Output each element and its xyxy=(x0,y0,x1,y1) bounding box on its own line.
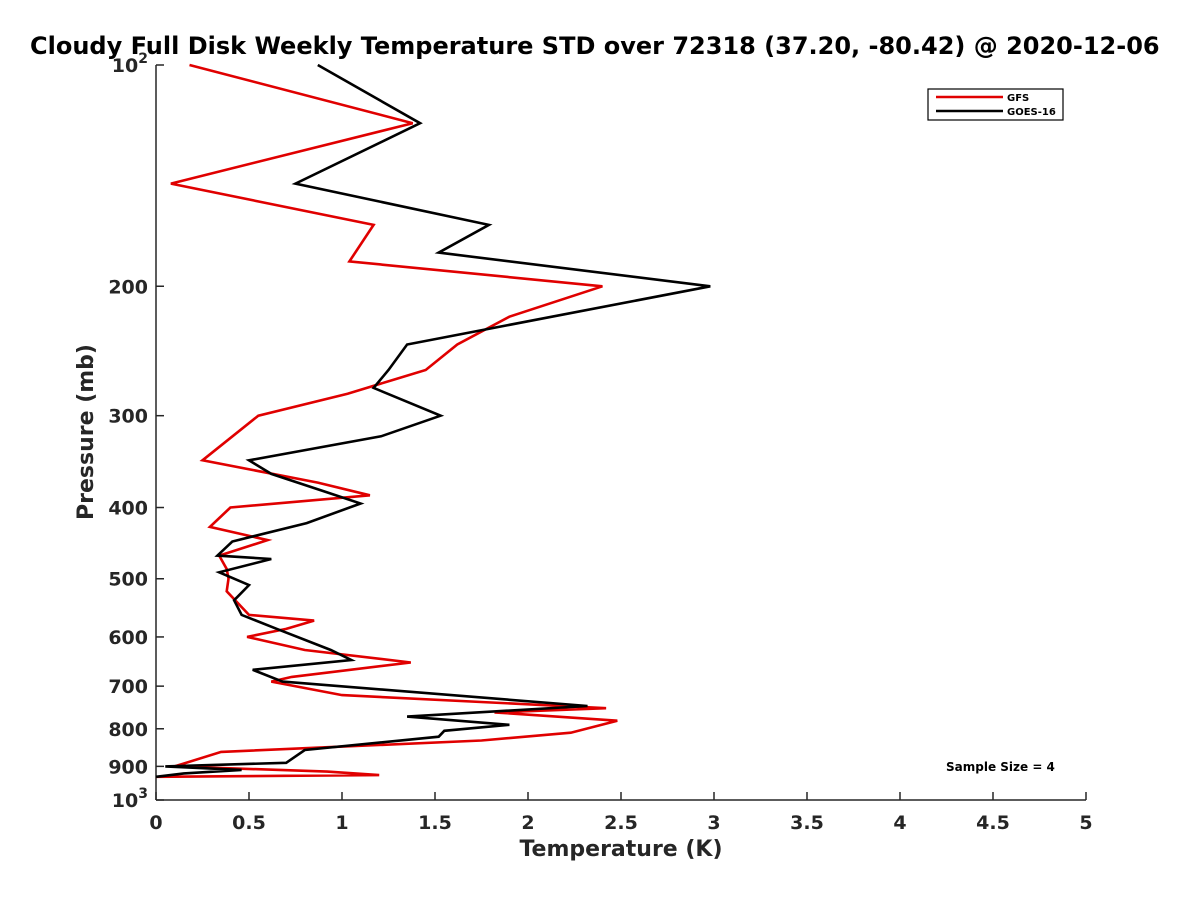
x-ticks: 0 0.5 1 1.5 2 2.5 3 3.5 4 4.5 5 xyxy=(149,792,1093,834)
y-tick-label: 500 xyxy=(108,569,148,591)
x-tick-label: 2.5 xyxy=(604,812,638,834)
series-line-goes16 xyxy=(155,63,711,779)
x-tick-label: 2 xyxy=(521,812,534,834)
x-tick-label: 0 xyxy=(149,812,162,834)
y-ticks: 102 200 300 400 500 600 700 800 900 103 xyxy=(108,51,164,812)
y-axis-label: Pressure (mb) xyxy=(74,344,99,520)
x-axis-label: Temperature (K) xyxy=(519,837,722,862)
y-tick-label: 900 xyxy=(108,756,148,778)
y-tick-label: 102 xyxy=(112,51,148,77)
legend-box xyxy=(927,88,1064,121)
x-tick-label: 1.5 xyxy=(418,812,452,834)
sample-size-annotation: Sample Size = 4 xyxy=(946,760,1055,774)
x-tick-label: 3.5 xyxy=(790,812,824,834)
x-tick-label: 1 xyxy=(335,812,348,834)
x-tick-label: 5 xyxy=(1079,812,1092,834)
x-tick-label: 4.5 xyxy=(976,812,1010,834)
legend[interactable]: GFS GOES-16 xyxy=(927,88,1064,121)
y-tick-label: 600 xyxy=(108,627,148,649)
x-tick-label: 0.5 xyxy=(232,812,266,834)
legend-label-goes16: GOES-16 xyxy=(1007,107,1056,118)
x-tick-label: 3 xyxy=(707,812,720,834)
y-tick-label: 103 xyxy=(112,786,148,812)
chart-title: Cloudy Full Disk Weekly Temperature STD … xyxy=(30,32,1160,60)
series-layer xyxy=(155,63,711,779)
x-tick-label: 4 xyxy=(893,812,906,834)
y-tick-label: 700 xyxy=(108,676,148,698)
legend-label-gfs: GFS xyxy=(1007,93,1029,104)
y-tick-label: 800 xyxy=(108,719,148,741)
y-tick-label: 400 xyxy=(108,498,148,520)
y-tick-label: 300 xyxy=(108,406,148,428)
y-tick-label: 200 xyxy=(108,276,148,298)
